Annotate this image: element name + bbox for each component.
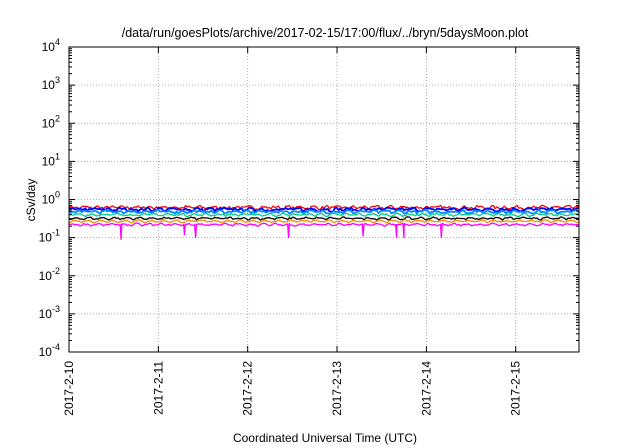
y-tick-base: 10 [39,345,53,359]
y-tick-base: 10 [39,307,53,321]
series-line [68,219,580,224]
x-axis: 2017-2-10 2017-2-11 2017-2-12 2017-2-13 2017… [62,47,523,416]
series-line [68,212,580,218]
series-line [68,206,580,213]
y-tick-label: 103 [42,75,60,92]
grid [69,47,579,352]
y-tick-exponent: 0 [55,190,60,200]
y-tick-exponent: -4 [52,342,60,352]
y-tick-exponent: 1 [55,151,60,161]
y-axis-label: cSv/day [24,179,38,222]
y-tick-label: 10-3 [39,304,60,321]
y-tick-base: 10 [42,154,56,168]
y-tick-exponent: 3 [55,75,60,85]
x-tick-label: 2017-2-12 [241,361,255,416]
y-tick-base: 10 [42,78,56,92]
y-tick-exponent: 4 [55,37,60,47]
y-tick-exponent: -2 [52,266,60,276]
y-tick-label: 101 [42,151,60,168]
x-tick-label: 2017-2-15 [509,361,523,416]
y-tick-label: 10-4 [39,342,60,359]
series-line [68,216,580,221]
y-tick-base: 10 [42,193,56,207]
y-tick-label: 100 [42,190,60,207]
y-tick-label: 10-2 [39,266,60,283]
x-tick-label: 2017-2-10 [62,361,76,416]
y-tick-base: 10 [39,231,53,245]
x-axis-label: Coordinated Universal Time (UTC) [233,431,417,445]
series-line [68,208,580,215]
y-tick-base: 10 [42,40,56,54]
y-tick-label: 10-1 [39,228,60,245]
y-tick-exponent: -3 [52,304,60,314]
y-tick-base: 10 [39,269,53,283]
series-group [68,204,580,241]
x-tick-label: 2017-2-14 [419,361,433,416]
y-tick-label: 104 [42,37,60,54]
y-tick-exponent: 2 [55,113,60,123]
chart-title: /data/run/goesPlots/archive/2017-02-15/1… [122,26,529,40]
x-tick-label: 2017-2-13 [330,361,344,416]
x-tick-label: 2017-2-11 [151,361,165,415]
y-tick-exponent: -1 [52,228,60,238]
y-tick-label: 102 [42,113,60,130]
y-tick-base: 10 [42,116,56,130]
series-line [68,222,580,241]
